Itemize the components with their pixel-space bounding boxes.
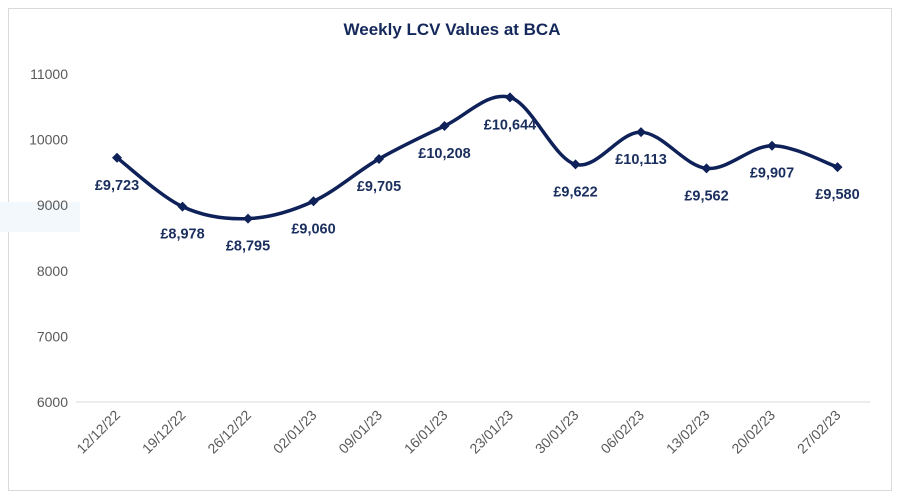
x-tick-label: 23/01/23 [466,407,516,457]
data-point-marker [505,92,515,103]
data-label: £9,907 [750,166,794,182]
data-point-marker [767,140,777,151]
y-tick-label: 11000 [30,66,68,82]
y-tick-label: 8000 [37,263,68,279]
chart-title: Weekly LCV Values at BCA [343,20,561,39]
data-label: £8,795 [226,239,270,255]
x-tick-label: 09/01/23 [335,407,385,457]
y-tick-label: 7000 [37,328,68,344]
x-tick-label: 16/01/23 [401,407,451,457]
faint-overlay [0,202,80,232]
x-tick-label: 19/12/22 [139,407,189,457]
x-tick-label: 27/02/23 [794,407,844,457]
y-tick-label: 9000 [37,197,68,213]
data-label: £9,622 [553,184,597,200]
data-label: £10,113 [615,152,667,168]
data-label: £10,644 [484,117,536,133]
x-tick-label: 02/01/23 [270,407,320,457]
data-point-marker [439,120,450,131]
y-tick-label: 10000 [29,132,68,148]
x-tick-label: 06/02/23 [597,407,647,457]
data-label: £9,580 [815,187,859,203]
data-point-marker [308,196,319,207]
data-point-marker [636,127,646,138]
x-tick-label: 30/01/23 [532,407,582,457]
y-tick-label: 6000 [37,394,68,410]
data-point-marker [701,163,712,174]
data-label: £10,208 [418,146,470,162]
x-tick-label: 13/02/23 [663,407,713,457]
series-line [115,94,839,221]
data-point-marker [112,152,122,163]
data-point-marker [243,213,253,224]
data-point-marker [570,159,581,170]
x-tick-label: 26/12/22 [204,407,254,457]
data-point-marker [374,153,384,164]
data-label: £9,723 [95,178,139,194]
x-tick-label: 20/02/23 [728,407,778,457]
data-label: £9,705 [357,179,401,195]
data-label: £9,060 [291,221,335,237]
data-point-marker [832,162,843,173]
x-tick-label: 12/12/22 [73,407,123,457]
data-point-marker [177,201,188,212]
data-label: £8,978 [160,227,204,243]
chart-frame [8,8,892,491]
data-label: £9,562 [684,188,728,204]
